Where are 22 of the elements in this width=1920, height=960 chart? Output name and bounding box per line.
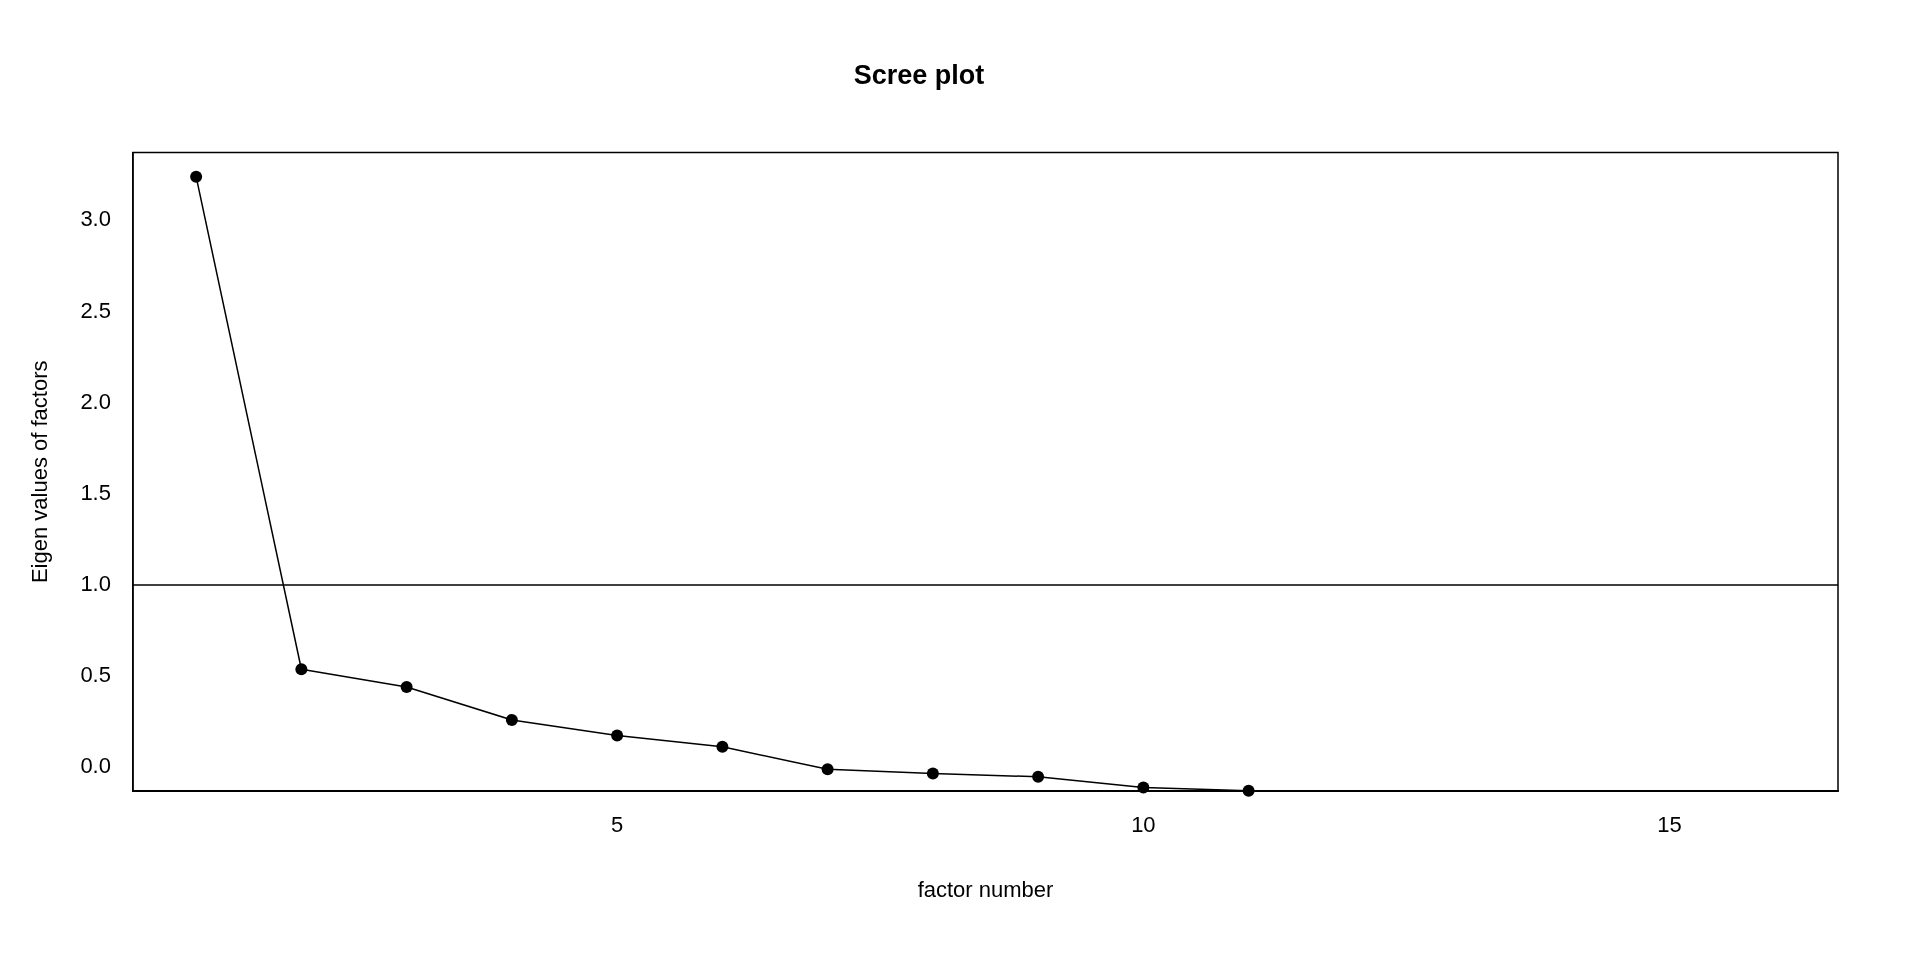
- y-tick-label: 0.0: [80, 753, 111, 779]
- chart-title: Scree plot: [853, 59, 985, 90]
- y-tick-label: 0.5: [80, 662, 111, 688]
- point: [1032, 770, 1045, 783]
- point: [611, 729, 624, 742]
- point: [716, 740, 729, 753]
- x-tick-label: 5: [611, 812, 624, 838]
- point: [821, 763, 834, 776]
- y-tick-label: 1.0: [80, 570, 111, 596]
- x-tick-label: 15: [1657, 812, 1682, 838]
- point: [295, 663, 308, 676]
- point: [400, 680, 413, 693]
- x-axis-title: factor number: [917, 876, 1054, 902]
- x-tick-label: 10: [1131, 812, 1156, 838]
- point: [926, 767, 939, 780]
- point: [505, 713, 518, 726]
- point: [190, 170, 203, 183]
- y-tick-label: 1.5: [80, 479, 111, 505]
- y-tick-label: 3.0: [80, 206, 111, 232]
- y-tick-label: 2.0: [80, 388, 111, 414]
- y-axis-title: Eigen values of factors: [27, 360, 53, 584]
- y-tick-label: 2.5: [80, 297, 111, 323]
